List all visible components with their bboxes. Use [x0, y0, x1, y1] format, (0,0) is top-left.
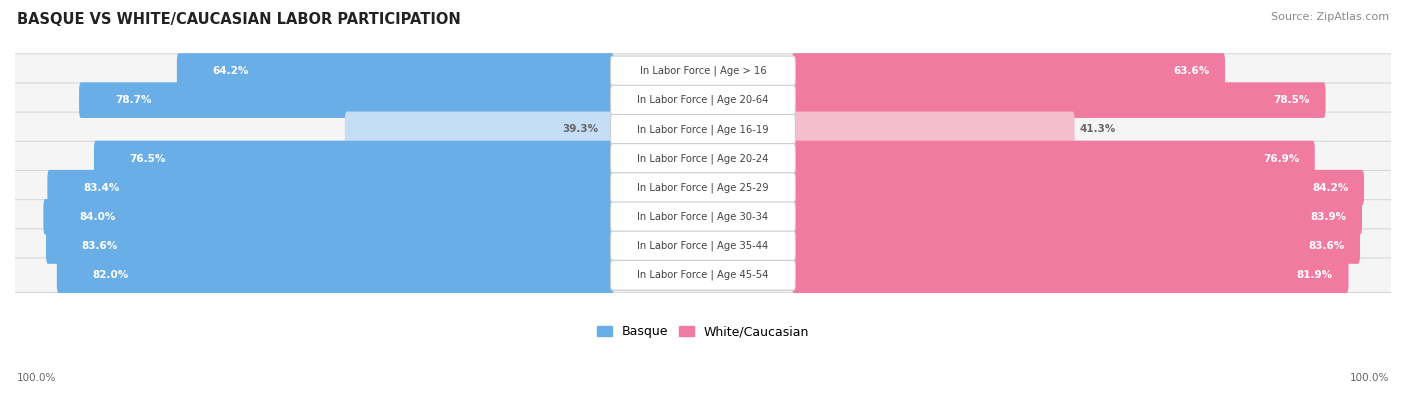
Text: 82.0%: 82.0% [93, 270, 129, 280]
FancyBboxPatch shape [79, 82, 614, 118]
FancyBboxPatch shape [792, 199, 1362, 235]
FancyBboxPatch shape [14, 229, 1392, 263]
Text: 81.9%: 81.9% [1296, 270, 1333, 280]
Text: 83.4%: 83.4% [83, 182, 120, 193]
Legend: Basque, White/Caucasian: Basque, White/Caucasian [592, 320, 814, 343]
Text: 63.6%: 63.6% [1173, 66, 1209, 76]
Text: 76.5%: 76.5% [129, 154, 166, 164]
FancyBboxPatch shape [14, 83, 1392, 117]
Text: 76.9%: 76.9% [1263, 154, 1299, 164]
FancyBboxPatch shape [792, 82, 1326, 118]
FancyBboxPatch shape [56, 258, 614, 293]
Text: In Labor Force | Age 20-24: In Labor Force | Age 20-24 [637, 153, 769, 164]
FancyBboxPatch shape [610, 85, 796, 115]
Text: 84.0%: 84.0% [79, 212, 115, 222]
Text: 83.9%: 83.9% [1310, 212, 1347, 222]
FancyBboxPatch shape [610, 231, 796, 261]
Text: 78.7%: 78.7% [115, 95, 152, 105]
FancyBboxPatch shape [610, 260, 796, 290]
Text: 83.6%: 83.6% [82, 241, 118, 251]
Text: In Labor Force | Age 45-54: In Labor Force | Age 45-54 [637, 270, 769, 280]
Text: In Labor Force | Age 16-19: In Labor Force | Age 16-19 [637, 124, 769, 135]
FancyBboxPatch shape [14, 112, 1392, 147]
FancyBboxPatch shape [14, 54, 1392, 88]
Text: 100.0%: 100.0% [17, 373, 56, 383]
FancyBboxPatch shape [610, 56, 796, 86]
Text: In Labor Force | Age 25-29: In Labor Force | Age 25-29 [637, 182, 769, 193]
FancyBboxPatch shape [792, 53, 1225, 89]
FancyBboxPatch shape [610, 202, 796, 232]
Text: Source: ZipAtlas.com: Source: ZipAtlas.com [1271, 12, 1389, 22]
FancyBboxPatch shape [14, 171, 1392, 205]
Text: 100.0%: 100.0% [1350, 373, 1389, 383]
Text: 39.3%: 39.3% [562, 124, 599, 134]
FancyBboxPatch shape [177, 53, 614, 89]
FancyBboxPatch shape [792, 170, 1364, 205]
FancyBboxPatch shape [46, 228, 614, 264]
Text: BASQUE VS WHITE/CAUCASIAN LABOR PARTICIPATION: BASQUE VS WHITE/CAUCASIAN LABOR PARTICIP… [17, 12, 461, 27]
Text: 83.6%: 83.6% [1308, 241, 1344, 251]
Text: 64.2%: 64.2% [212, 66, 249, 76]
FancyBboxPatch shape [14, 258, 1392, 292]
FancyBboxPatch shape [610, 144, 796, 173]
FancyBboxPatch shape [344, 111, 614, 147]
Text: 41.3%: 41.3% [1080, 124, 1116, 134]
FancyBboxPatch shape [792, 228, 1360, 264]
FancyBboxPatch shape [94, 141, 614, 176]
FancyBboxPatch shape [14, 141, 1392, 176]
FancyBboxPatch shape [792, 141, 1315, 176]
Text: 84.2%: 84.2% [1312, 182, 1348, 193]
Text: In Labor Force | Age > 16: In Labor Force | Age > 16 [640, 66, 766, 76]
FancyBboxPatch shape [792, 258, 1348, 293]
FancyBboxPatch shape [48, 170, 614, 205]
Text: In Labor Force | Age 30-34: In Labor Force | Age 30-34 [637, 212, 769, 222]
FancyBboxPatch shape [792, 111, 1074, 147]
Text: In Labor Force | Age 20-64: In Labor Force | Age 20-64 [637, 95, 769, 105]
Text: In Labor Force | Age 35-44: In Labor Force | Age 35-44 [637, 241, 769, 251]
FancyBboxPatch shape [44, 199, 614, 235]
Text: 78.5%: 78.5% [1274, 95, 1310, 105]
FancyBboxPatch shape [14, 199, 1392, 234]
FancyBboxPatch shape [610, 173, 796, 203]
FancyBboxPatch shape [610, 115, 796, 144]
